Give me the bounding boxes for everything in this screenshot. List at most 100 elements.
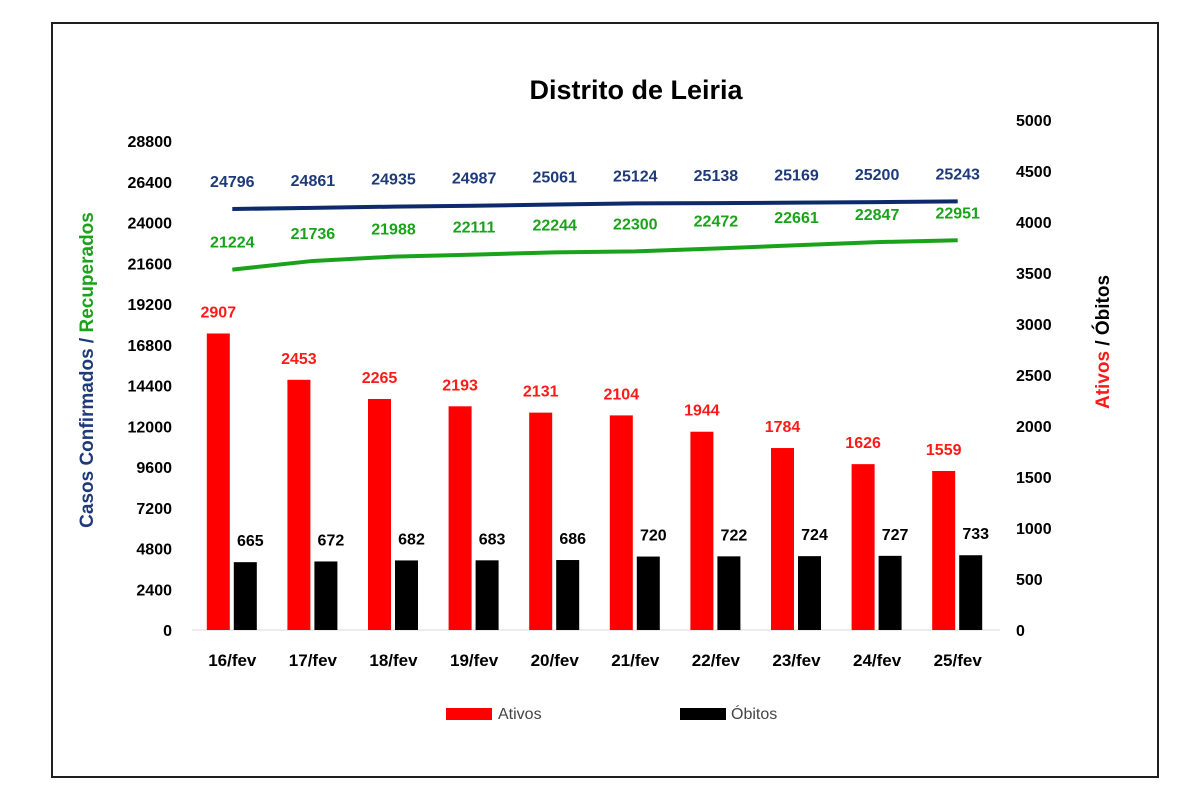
right-tick-label: 1500 bbox=[1016, 470, 1052, 487]
data-label-recuperados: 22847 bbox=[855, 207, 900, 224]
left-tick-label: 9600 bbox=[136, 460, 172, 477]
data-label-obitos: 733 bbox=[962, 526, 989, 543]
x-axis-ticks: 16/fev 17/fev 18/fev 19/fev 20/fev 21/fev 22/f… bbox=[208, 651, 982, 670]
bar-obitos bbox=[798, 556, 821, 630]
data-label-ativos: 1559 bbox=[926, 442, 962, 459]
left-tick-label: 7200 bbox=[136, 501, 172, 518]
right-tick-label: 4500 bbox=[1016, 164, 1052, 181]
bar-obitos bbox=[959, 555, 983, 630]
data-label-recuperados: 22472 bbox=[694, 213, 739, 230]
x-tick-label: 25/fev bbox=[934, 651, 983, 670]
data-label-confirmados: 24796 bbox=[210, 174, 255, 191]
bar-ativos bbox=[206, 333, 230, 630]
left-axis-ticks: 0 2400 4800 7200 9600 12000 14400 16800 19200 216… bbox=[128, 134, 173, 640]
right-tick-label: 1000 bbox=[1016, 521, 1052, 538]
data-label-ativos: 1784 bbox=[765, 419, 801, 436]
right-tick-label: 3000 bbox=[1016, 317, 1052, 334]
left-tick-label: 2400 bbox=[136, 582, 172, 599]
data-label-ativos: 2265 bbox=[362, 370, 398, 387]
x-tick-label: 24/fev bbox=[853, 651, 902, 670]
data-label-obitos: 722 bbox=[721, 527, 748, 544]
data-label-confirmados: 24987 bbox=[452, 171, 497, 188]
left-tick-label: 19200 bbox=[128, 297, 173, 314]
data-label-ativos: 1626 bbox=[845, 435, 881, 452]
data-label-obitos: 727 bbox=[882, 527, 909, 544]
left-axis-label: Casos Confirmados / Recuperados bbox=[77, 212, 98, 528]
left-tick-label: 26400 bbox=[128, 175, 173, 192]
data-label-recuperados: 22661 bbox=[774, 210, 819, 227]
legend-label-ativos: Ativos bbox=[498, 706, 542, 723]
x-tick-label: 19/fev bbox=[450, 651, 499, 670]
data-label-recuperados: 21224 bbox=[210, 235, 255, 252]
bar-obitos bbox=[233, 562, 257, 630]
data-label-recuperados: 22244 bbox=[532, 217, 577, 234]
right-axis-label: Ativos / Óbitos bbox=[1092, 275, 1114, 409]
data-label-confirmados: 25138 bbox=[694, 168, 739, 185]
data-label-ativos: 2131 bbox=[523, 384, 559, 401]
chart-frame bbox=[51, 22, 1159, 778]
bar-ativos bbox=[368, 398, 391, 630]
right-tick-label: 3500 bbox=[1016, 266, 1052, 283]
x-tick-label: 21/fev bbox=[611, 651, 660, 670]
line-recuperados bbox=[232, 238, 958, 272]
axis-label-part: Casos Confirmados / bbox=[77, 333, 98, 528]
data-label-confirmados: 25061 bbox=[532, 169, 577, 186]
data-label-confirmados: 24935 bbox=[371, 172, 416, 189]
data-label-ativos: 2104 bbox=[604, 386, 640, 403]
data-label-obitos: 665 bbox=[237, 533, 264, 550]
data-label-recuperados: 22300 bbox=[613, 216, 658, 233]
data-label-ativos: 2193 bbox=[442, 377, 478, 394]
legend-swatch-ativos bbox=[446, 708, 492, 720]
data-label-obitos: 724 bbox=[801, 527, 828, 544]
data-label-confirmados: 25200 bbox=[855, 167, 900, 184]
data-label-recuperados: 21736 bbox=[291, 226, 336, 243]
bar-obitos bbox=[878, 555, 902, 630]
left-tick-label: 12000 bbox=[128, 419, 173, 436]
left-tick-label: 14400 bbox=[128, 379, 173, 396]
right-tick-label: 2500 bbox=[1016, 368, 1052, 385]
axis-label-part: Recuperados bbox=[77, 212, 98, 332]
bar-obitos bbox=[717, 556, 741, 630]
left-tick-label: 0 bbox=[163, 623, 172, 640]
bar-ativos bbox=[932, 470, 956, 630]
right-tick-label: 500 bbox=[1016, 572, 1043, 589]
right-tick-label: 5000 bbox=[1016, 113, 1052, 130]
data-label-recuperados: 22951 bbox=[935, 205, 980, 222]
data-label-obitos: 672 bbox=[318, 532, 345, 549]
legend-label-obitos: Óbitos bbox=[731, 704, 777, 723]
right-axis-ticks: 0 500 1000 1500 2000 2500 3000 3500 4000 4500 5000 bbox=[1016, 113, 1052, 640]
left-tick-label: 16800 bbox=[128, 338, 173, 355]
legend-swatch-obitos bbox=[680, 708, 726, 720]
x-tick-label: 23/fev bbox=[772, 651, 821, 670]
data-label-obitos: 720 bbox=[640, 528, 667, 545]
x-tick-label: 17/fev bbox=[289, 651, 338, 670]
bar-obitos bbox=[475, 560, 499, 630]
right-tick-label: 0 bbox=[1016, 623, 1025, 640]
data-label-confirmados: 24861 bbox=[291, 173, 336, 190]
x-tick-label: 18/fev bbox=[369, 651, 418, 670]
data-label-recuperados: 21988 bbox=[371, 222, 416, 239]
left-tick-label: 21600 bbox=[128, 256, 173, 273]
left-tick-label: 4800 bbox=[136, 542, 172, 559]
data-label-recuperados: 22111 bbox=[453, 220, 496, 237]
x-tick-label: 20/fev bbox=[531, 651, 580, 670]
data-label-obitos: 683 bbox=[479, 531, 506, 548]
right-tick-label: 2000 bbox=[1016, 419, 1052, 436]
bar-ativos bbox=[609, 415, 633, 630]
data-label-confirmados: 25243 bbox=[935, 166, 980, 183]
bar-ativos bbox=[771, 448, 794, 630]
x-tick-label: 22/fev bbox=[692, 651, 741, 670]
bars-group: 2907 665 2453 672 2265 682 2193 683 2131 686 2104 7… bbox=[201, 304, 989, 630]
data-label-obitos: 682 bbox=[398, 531, 425, 548]
lines-group: 24796 24861 24935 24987 25061 25124 25138 25169… bbox=[210, 166, 980, 272]
data-label-obitos: 686 bbox=[559, 531, 586, 548]
left-tick-label: 24000 bbox=[128, 216, 173, 233]
data-label-ativos: 2907 bbox=[201, 304, 237, 321]
bar-obitos bbox=[395, 560, 418, 630]
axis-label-part: Ativos bbox=[1093, 351, 1114, 409]
bar-obitos bbox=[314, 561, 338, 630]
bar-obitos bbox=[556, 560, 580, 630]
right-tick-label: 4000 bbox=[1016, 215, 1052, 232]
bar-ativos bbox=[287, 379, 311, 630]
line-confirmados bbox=[232, 199, 958, 211]
